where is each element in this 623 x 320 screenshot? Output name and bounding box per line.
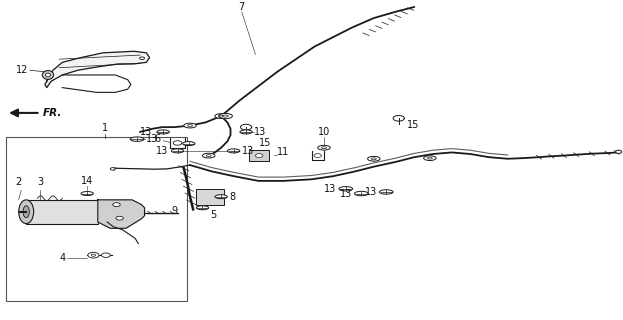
Text: 14: 14 [81,176,93,186]
Text: 13: 13 [254,127,267,137]
Ellipse shape [183,141,195,146]
Text: 13: 13 [156,146,168,156]
Ellipse shape [321,147,326,149]
Ellipse shape [215,114,227,118]
Ellipse shape [219,114,232,119]
Text: 7: 7 [239,2,245,12]
Bar [196,189,224,204]
Ellipse shape [427,157,432,159]
Ellipse shape [19,200,34,224]
Ellipse shape [42,70,54,79]
Ellipse shape [110,168,115,170]
Ellipse shape [140,57,145,60]
Text: 13: 13 [324,184,336,194]
Text: 8: 8 [229,192,235,202]
Bar [6,137,187,301]
Ellipse shape [184,123,196,128]
Text: 2: 2 [16,177,22,187]
Ellipse shape [223,115,228,117]
Text: 9: 9 [171,206,178,216]
Text: 6: 6 [155,134,161,144]
Ellipse shape [171,149,184,153]
Ellipse shape [173,141,182,145]
Ellipse shape [202,153,215,158]
Ellipse shape [81,192,93,196]
Ellipse shape [215,195,227,199]
Ellipse shape [227,149,240,153]
Text: 11: 11 [277,148,290,157]
Ellipse shape [188,124,193,126]
Text: 1: 1 [102,124,108,133]
Ellipse shape [255,154,263,157]
Ellipse shape [130,137,144,141]
Ellipse shape [424,156,436,161]
Ellipse shape [616,150,622,153]
Ellipse shape [113,203,120,206]
Ellipse shape [206,155,211,156]
Ellipse shape [368,156,380,161]
Text: FR.: FR. [42,108,62,118]
Polygon shape [98,200,145,228]
Text: 3: 3 [37,177,44,187]
Text: 5: 5 [211,210,217,220]
Text: 4: 4 [59,253,65,263]
Text: 13: 13 [242,146,254,156]
Bar [26,200,98,224]
Ellipse shape [219,115,224,117]
Text: 13: 13 [340,188,352,198]
Ellipse shape [102,253,110,257]
Ellipse shape [318,145,330,150]
Ellipse shape [23,206,29,218]
Polygon shape [45,51,150,88]
Bar [249,150,269,161]
Text: 15: 15 [407,120,419,130]
Text: 12: 12 [16,65,28,75]
Ellipse shape [157,130,169,134]
Ellipse shape [92,254,96,256]
Ellipse shape [88,252,99,258]
Ellipse shape [240,130,252,134]
Text: 13: 13 [140,127,152,137]
Ellipse shape [339,187,353,191]
Ellipse shape [116,216,123,220]
Text: 15: 15 [259,138,271,148]
Ellipse shape [314,154,321,157]
Ellipse shape [371,158,376,160]
Text: 13: 13 [364,187,377,197]
Text: 13: 13 [146,134,159,144]
Ellipse shape [379,190,393,194]
Ellipse shape [354,191,368,196]
Text: 10: 10 [318,127,330,137]
Ellipse shape [196,206,209,210]
Ellipse shape [45,73,50,77]
